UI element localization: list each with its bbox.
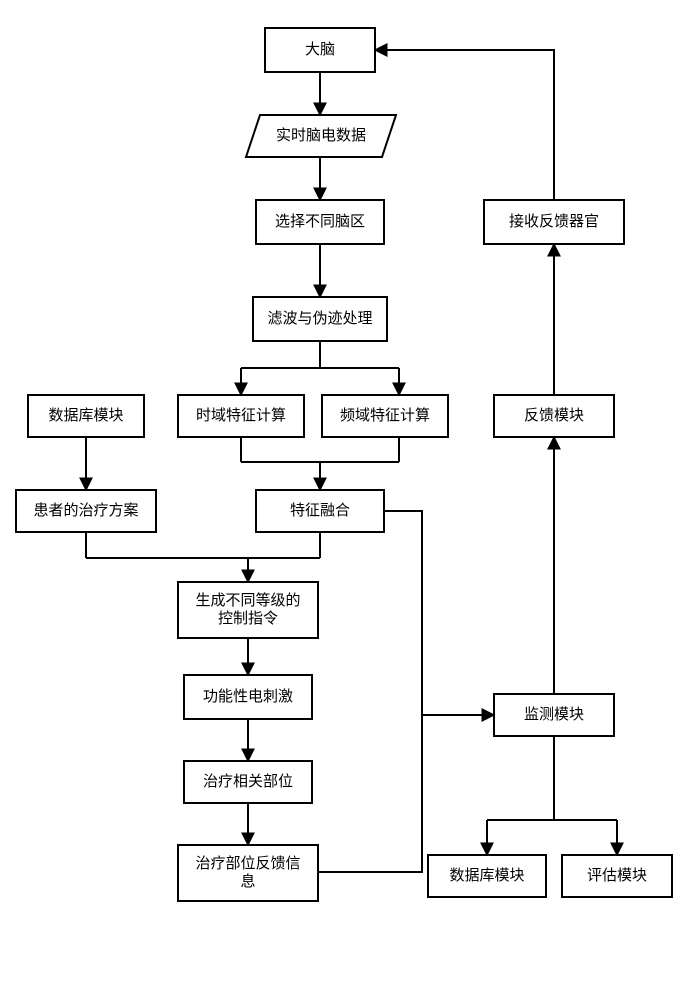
node-label: 数据库模块	[449, 867, 524, 884]
node-fusion: 特征融合	[256, 490, 384, 532]
node-freqfeat: 频域特征计算	[322, 395, 448, 437]
node-fbinfo: 治疗部位反馈信息	[178, 845, 318, 901]
node-label: 功能性电刺激	[203, 688, 293, 705]
edges-layer	[86, 50, 617, 872]
node-label: 评估模块	[587, 867, 647, 884]
node-dbmod1: 数据库模块	[28, 395, 144, 437]
node-label: 滤波与伪迹处理	[267, 310, 372, 327]
node-eeg: 实时脑电数据	[246, 115, 396, 157]
node-label: 时域特征计算	[196, 406, 286, 424]
node-recv: 接收反馈器官	[484, 200, 624, 244]
edge	[318, 715, 422, 872]
node-treat: 治疗相关部位	[184, 761, 312, 803]
node-label: 监测模块	[524, 706, 584, 723]
node-timefeat: 时域特征计算	[178, 395, 304, 437]
node-eval: 评估模块	[562, 855, 672, 897]
node-fbmod: 反馈模块	[494, 395, 614, 437]
nodes-layer: 大脑实时脑电数据选择不同脑区滤波与伪迹处理时域特征计算频域特征计算数据库模块特征…	[16, 28, 672, 901]
node-monitor: 监测模块	[494, 694, 614, 736]
node-label: 特征融合	[290, 502, 350, 519]
node-brain: 大脑	[265, 28, 375, 72]
edge	[384, 511, 494, 715]
node-dbmod2: 数据库模块	[428, 855, 546, 897]
node-filter: 滤波与伪迹处理	[253, 297, 387, 341]
node-label: 实时脑电数据	[276, 127, 366, 144]
node-region: 选择不同脑区	[256, 200, 384, 244]
node-fes: 功能性电刺激	[184, 675, 312, 719]
node-label: 数据库模块	[48, 407, 123, 424]
node-label: 大脑	[305, 41, 335, 58]
flowchart-canvas: 大脑实时脑电数据选择不同脑区滤波与伪迹处理时域特征计算频域特征计算数据库模块特征…	[0, 0, 687, 1000]
node-ctrl: 生成不同等级的控制指令	[178, 582, 318, 638]
edge	[375, 50, 554, 200]
node-label: 治疗相关部位	[203, 773, 293, 790]
node-label: 反馈模块	[524, 407, 584, 424]
node-label: 接收反馈器官	[509, 213, 599, 230]
node-label: 选择不同脑区	[275, 213, 365, 230]
node-plan: 患者的治疗方案	[16, 490, 156, 532]
node-label: 频域特征计算	[340, 406, 430, 424]
node-label: 患者的治疗方案	[33, 501, 138, 519]
